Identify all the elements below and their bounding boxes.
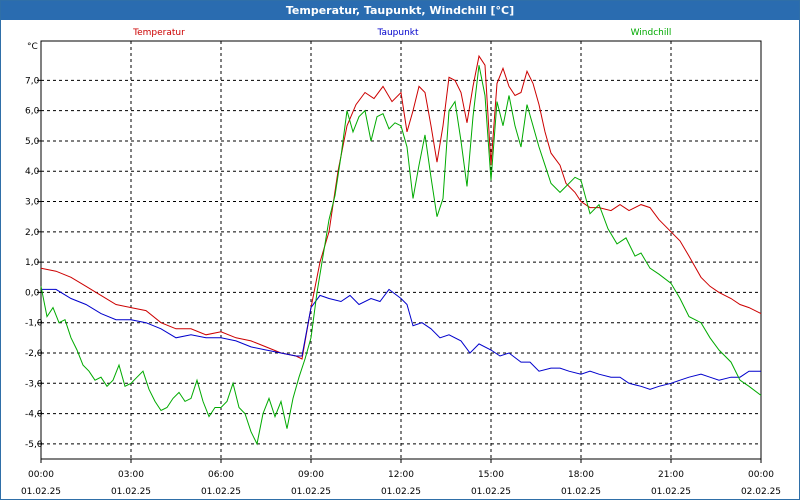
y-tick-label: 6,0: [25, 107, 40, 117]
y-tick-label: -3,0: [25, 379, 43, 389]
legend-taupunkt: Taupunkt: [376, 28, 419, 38]
x-tick-time-label: 15:00: [478, 470, 504, 480]
x-tick-date-label: 01.02.25: [561, 487, 601, 497]
series-line-taupunkt: [41, 288, 761, 390]
x-tick-time-label: 12:00: [388, 470, 414, 480]
x-tick-date-label: 01.02.25: [201, 487, 241, 497]
y-tick-label: 3,0: [25, 198, 40, 208]
x-tick-time-label: 06:00: [208, 470, 234, 480]
x-tick-time-label: 00:00: [748, 470, 774, 480]
x-tick-date-label: 01.02.25: [21, 487, 61, 497]
series-line-windchill: [40, 65, 762, 446]
y-tick-label: -4,0: [25, 410, 43, 420]
window-title: Temperatur, Taupunkt, Windchill [°C]: [1, 1, 799, 20]
x-tick-date-label: 01.02.25: [381, 487, 421, 497]
y-tick-label: -2,0: [25, 349, 43, 359]
y-tick-label: 4,0: [25, 167, 40, 177]
x-tick-date-label: 01.02.25: [471, 487, 511, 497]
x-tick-date-label: 02.02.25: [741, 487, 781, 497]
x-tick-time-label: 03:00: [118, 470, 144, 480]
series-line-temperatur: [40, 54, 762, 360]
x-tick-time-label: 09:00: [298, 470, 324, 480]
y-tick-label: 0,0: [25, 288, 40, 298]
y-tick-label: -5,0: [25, 440, 43, 450]
legend-windchill: Windchill: [631, 28, 672, 38]
x-tick-time-label: 00:00: [28, 470, 54, 480]
legend-temperatur: Temperatur: [132, 28, 185, 38]
x-tick-date-label: 01.02.25: [291, 487, 331, 497]
y-unit-label: °C: [27, 42, 38, 52]
y-tick-label: 5,0: [25, 137, 40, 147]
y-tick-label: -1,0: [25, 319, 43, 329]
x-tick-time-label: 21:00: [658, 470, 684, 480]
y-tick-label: 7,0: [25, 76, 40, 86]
x-tick-time-label: 18:00: [568, 470, 594, 480]
x-tick-date-label: 01.02.25: [651, 487, 691, 497]
y-tick-label: 1,0: [25, 258, 40, 268]
y-tick-label: 2,0: [25, 228, 40, 238]
x-tick-date-label: 01.02.25: [111, 487, 151, 497]
